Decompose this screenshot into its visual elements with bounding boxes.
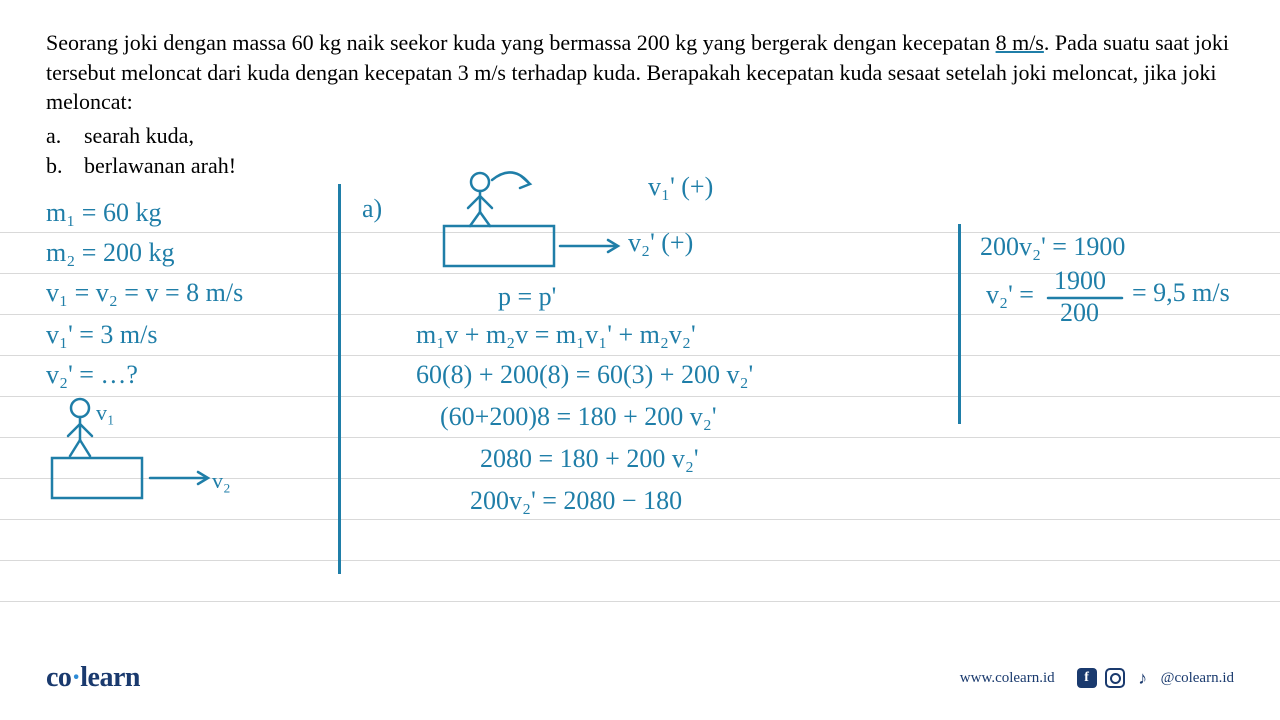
given-vveq: v₁ = v₂ = v = 8 m/s [46, 278, 243, 308]
parta-eq2: m₁v + m₂v = m₁v₁' + m₂v₂' [416, 320, 696, 350]
given-m1: m₁ = 60 kg [46, 198, 161, 228]
work-area: m₁ = 60 kg m₂ = 200 kg v₁ = v₂ = v = 8 m… [0, 192, 1280, 632]
parta-label: a) [362, 194, 382, 224]
parta-eq4: (60+200)8 = 180 + 200 v₂' [440, 402, 717, 432]
parta-eq6: 200v₂' = 2080 − 180 [470, 486, 682, 516]
problem-text: Seorang joki dengan massa 60 kg naik see… [46, 28, 1234, 117]
result-eq1: 200v₂' = 1900 [980, 232, 1125, 262]
logo-co: co [46, 662, 71, 693]
option-a: a. searah kuda, [46, 121, 1234, 151]
option-a-letter: a. [46, 121, 66, 151]
option-b-text: berlawanan arah! [84, 151, 236, 181]
tiktok-icon: ♪ [1133, 668, 1153, 688]
problem-pre: Seorang joki dengan massa 60 kg naik see… [46, 30, 996, 55]
result-eq2-rhs: = 9,5 m/s [1132, 278, 1230, 308]
parta-v1p: v₁' (+) [648, 172, 713, 202]
parta-eq5: 2080 = 180 + 200 v₂' [480, 444, 699, 474]
instagram-icon [1105, 668, 1125, 688]
logo: co·learn [46, 662, 140, 694]
logo-learn: learn [80, 662, 140, 693]
parta-eq3: 60(8) + 200(8) = 60(3) + 200 v₂' [416, 360, 753, 390]
content-area: Seorang joki dengan massa 60 kg naik see… [0, 0, 1280, 180]
facebook-icon: f [1077, 668, 1097, 688]
option-b-letter: b. [46, 151, 66, 181]
parta-eq1: p = p' [498, 282, 556, 312]
sketch-v2-label: v₂ [212, 468, 231, 494]
sketch-parta [420, 168, 680, 278]
divider-1 [338, 184, 341, 574]
given-v1p: v₁' = 3 m/s [46, 320, 157, 350]
given-m2: m₂ = 200 kg [46, 238, 174, 268]
result-frac-num: 1900 [1054, 266, 1106, 296]
footer: co·learn www.colearn.id f ♪ @colearn.id [0, 662, 1280, 694]
sketch-initial [40, 392, 240, 512]
result-frac-den: 200 [1060, 298, 1099, 328]
footer-url: www.colearn.id [960, 670, 1055, 687]
given-v2p: v₂' = …? [46, 360, 138, 390]
option-a-text: searah kuda, [84, 121, 194, 151]
result-eq2-lhs: v₂' = [986, 280, 1034, 310]
footer-right: www.colearn.id f ♪ @colearn.id [960, 668, 1234, 688]
social-icons: f ♪ @colearn.id [1077, 668, 1234, 688]
parta-v2p: v₂' (+) [628, 228, 693, 258]
divider-2 [958, 224, 961, 424]
footer-handle: @colearn.id [1161, 670, 1234, 687]
problem-underlined: 8 m/s [996, 30, 1044, 55]
sketch-v1-label: v₁ [96, 400, 115, 426]
logo-dot: · [71, 662, 80, 693]
